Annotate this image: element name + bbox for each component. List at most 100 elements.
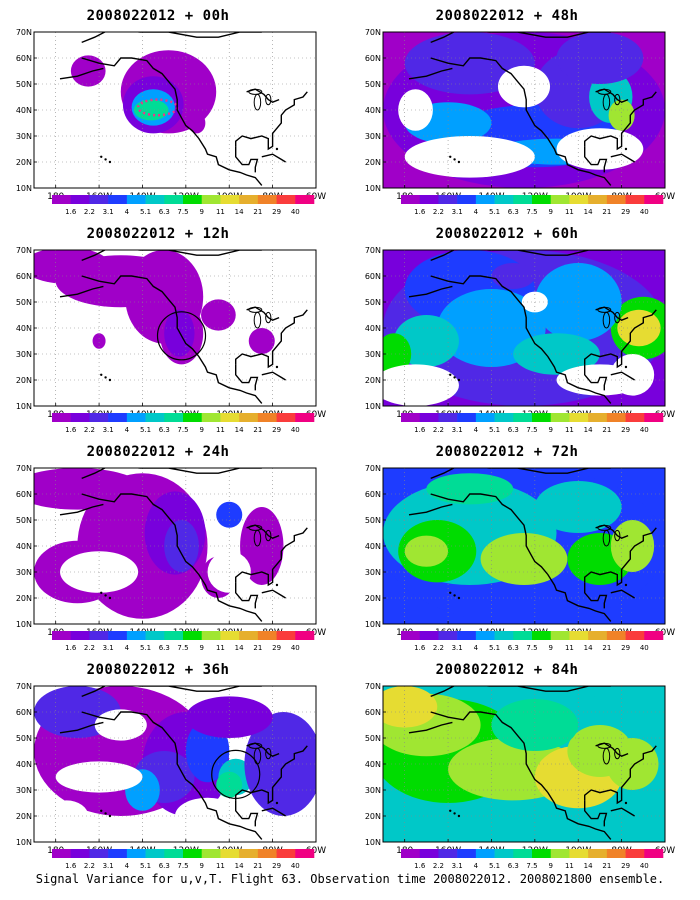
colorbar-swatch — [513, 849, 533, 858]
colorbar-label: 21 — [602, 208, 611, 216]
lat-tick-label: 20N — [365, 376, 381, 385]
colorbar-label: 9 — [199, 862, 203, 870]
colorbar-swatch — [220, 195, 240, 204]
low-variance-area — [556, 128, 644, 170]
colorbar-label: 9 — [548, 644, 552, 652]
colorbar-label: 2.2 — [433, 208, 444, 216]
colorbar-swatch — [145, 631, 165, 640]
forecast-panel-24h: 2008022012 + 24h70N60N50N40N30N20N10N180… — [8, 444, 326, 654]
variance-map: 70N60N50N40N30N20N10N180160W140W120W100W… — [365, 246, 675, 434]
colorbar-swatch — [475, 195, 495, 204]
island — [457, 596, 461, 600]
island — [275, 583, 279, 587]
colorbar-swatch — [52, 849, 72, 858]
colorbar-swatch — [438, 849, 458, 858]
colorbar-label: 9 — [199, 644, 203, 652]
island — [457, 378, 461, 382]
colorbar-swatch — [126, 413, 146, 422]
lat-tick-label: 70N — [365, 246, 381, 255]
lake-outline — [248, 88, 263, 95]
colorbar-swatch — [532, 413, 552, 422]
forecast-panel-12h: 2008022012 + 12h70N60N50N40N30N20N10N180… — [8, 226, 326, 436]
colorbar-label: 6.3 — [159, 644, 170, 652]
colorbar-swatch — [569, 413, 589, 422]
coastline — [81, 711, 263, 840]
variance-contour — [383, 333, 412, 375]
coastline — [261, 153, 286, 163]
colorbar-label: 14 — [235, 208, 244, 216]
colorbar-label: 40 — [291, 644, 300, 652]
lat-tick-label: 60N — [16, 272, 32, 281]
colorbar-swatch — [295, 413, 315, 422]
colorbar-swatch — [475, 849, 495, 858]
colorbar-swatch — [588, 849, 608, 858]
colorbar-label: 1.6 — [65, 208, 77, 216]
colorbar-swatch — [201, 413, 221, 422]
colorbar-swatch — [419, 413, 439, 422]
colorbar-label: 3.1 — [103, 426, 114, 434]
lat-tick-label: 70N — [16, 682, 32, 691]
lat-tick-label: 60N — [16, 708, 32, 717]
colorbar-label: 2.2 — [433, 426, 444, 434]
colorbar-swatch — [108, 631, 128, 640]
lat-tick-label: 30N — [365, 132, 381, 141]
coastline — [261, 807, 286, 817]
low-variance-area — [404, 136, 535, 178]
colorbar-label: 11 — [216, 208, 225, 216]
variance-contour — [606, 738, 659, 790]
colorbar-label: 4 — [474, 862, 479, 870]
coastline — [430, 686, 611, 698]
colorbar-swatch — [257, 413, 277, 422]
variance-contour — [185, 696, 273, 738]
coastline — [59, 721, 104, 734]
colorbar-swatch — [438, 631, 458, 640]
lake-outline — [614, 93, 621, 106]
coastline — [430, 275, 612, 404]
colorbar-label: 14 — [235, 862, 244, 870]
variance-map: 70N60N50N40N30N20N10N180160W140W120W100W… — [16, 28, 326, 216]
colorbar-swatch — [569, 849, 589, 858]
colorbar-label: 5.1 — [140, 426, 151, 434]
coastline — [610, 153, 635, 163]
colorbar-swatch — [494, 849, 514, 858]
island — [624, 147, 628, 151]
colorbar-label: 1.6 — [65, 644, 77, 652]
colorbar-label: 7.5 — [177, 426, 188, 434]
colorbar-swatch — [625, 849, 645, 858]
colorbar-swatch — [606, 413, 626, 422]
lat-tick-label: 10N — [365, 402, 381, 411]
colorbar-label: 6.3 — [508, 862, 519, 870]
colorbar-swatch — [494, 195, 514, 204]
colorbar-swatch — [220, 849, 240, 858]
colorbar-swatch — [220, 413, 240, 422]
lon-tick-label: 60W — [655, 846, 675, 856]
colorbar-label: 9 — [548, 426, 552, 434]
variance-contour — [491, 699, 579, 751]
coastline — [408, 721, 453, 734]
colorbar-swatch — [532, 631, 552, 640]
colorbar-label: 14 — [584, 862, 593, 870]
colorbar-swatch — [257, 849, 277, 858]
lake-outline — [614, 747, 621, 760]
colorbar-swatch — [201, 849, 221, 858]
colorbar-swatch — [239, 413, 259, 422]
lon-tick-label: 60W — [306, 410, 326, 420]
colorbar-swatch — [606, 849, 626, 858]
colorbar-swatch — [70, 631, 90, 640]
colorbar-swatch — [550, 413, 570, 422]
colorbar-label: 4 — [125, 426, 130, 434]
colorbar-swatch — [625, 631, 645, 640]
coastline — [81, 686, 262, 698]
colorbar-swatch — [644, 849, 664, 858]
variance-map: 70N60N50N40N30N20N10N180160W140W120W100W… — [16, 246, 326, 434]
coastline — [408, 67, 453, 80]
colorbar-swatch — [276, 849, 296, 858]
lat-tick-label: 30N — [365, 568, 381, 577]
lat-tick-label: 50N — [365, 298, 381, 307]
coastline — [59, 67, 104, 80]
coastline — [583, 582, 608, 609]
colorbar-label: 2.2 — [84, 208, 95, 216]
colorbar-swatch — [183, 631, 203, 640]
colorbar-swatch — [401, 849, 421, 858]
colorbar-label: 7.5 — [526, 862, 537, 870]
